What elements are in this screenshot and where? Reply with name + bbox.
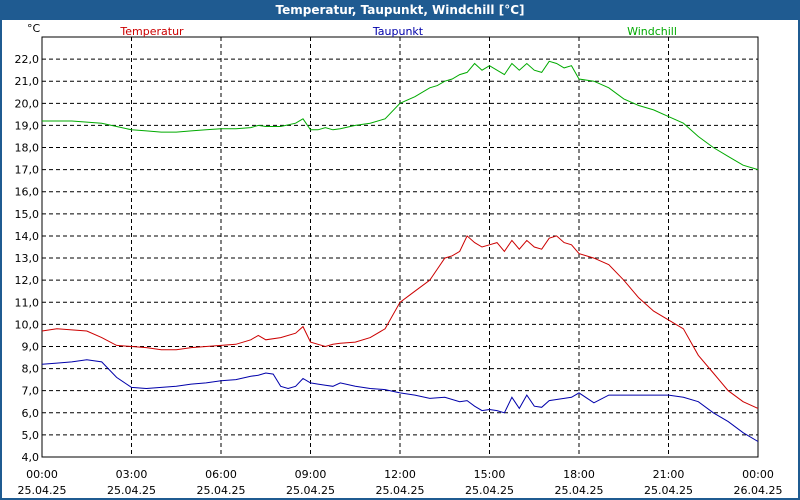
x-tick-date-label: 25.04.25 [555, 484, 604, 497]
y-tick-label: 5,0 [22, 429, 40, 442]
y-tick-label: 4,0 [22, 451, 40, 464]
x-tick-date-label: 25.04.25 [644, 484, 693, 497]
y-tick-label: 11,0 [15, 296, 40, 309]
y-tick-label: 20,0 [15, 97, 40, 110]
x-tick-time-label: 00:00 [742, 468, 774, 481]
series-line-windchill [42, 60, 759, 171]
y-tick-label: 17,0 [15, 164, 40, 177]
y-tick-label: 15,0 [15, 208, 40, 221]
y-tick-label: 9,0 [22, 340, 40, 353]
x-tick-time-label: 15:00 [474, 468, 506, 481]
y-axis-unit: °C [27, 22, 41, 35]
plot-frame [41, 36, 759, 458]
legend-temperatur: Temperatur [119, 25, 184, 38]
y-tick-label: 19,0 [15, 119, 40, 132]
chart-panel: 4,0 5,0 6,0 7,0 8,0 9,0 10,0 11,0 12,0 13,0 14,0 15… [2, 20, 798, 498]
series-line-temperatur [41, 235, 759, 409]
x-tick-date-label: 25.04.25 [376, 484, 425, 497]
x-tick-time-label: 18:00 [563, 468, 595, 481]
x-tick-time-label: 00:00 [26, 468, 58, 481]
x-tick-time-label: 03:00 [116, 468, 148, 481]
x-tick-date-label: 25.04.25 [465, 484, 514, 497]
y-tick-label: 12,0 [15, 274, 40, 287]
y-tick-label: 16,0 [15, 186, 40, 199]
y-tick-label: 6,0 [22, 407, 40, 420]
y-tick-label: 18,0 [15, 142, 40, 155]
x-tick-time-label: 09:00 [295, 468, 327, 481]
legend-taupunkt: Taupunkt [372, 25, 424, 38]
x-tick-time-label: 21:00 [653, 468, 685, 481]
legend-windchill: Windchill [627, 25, 677, 38]
x-tick-date-label: 25.04.25 [107, 484, 156, 497]
x-tick-date-label: 26.04.25 [734, 484, 783, 497]
x-tick-time-label: 12:00 [384, 468, 416, 481]
x-tick-date-label: 25.04.25 [197, 484, 246, 497]
x-tick-date-label: 25.04.25 [286, 484, 335, 497]
y-tick-label: 13,0 [15, 252, 40, 265]
line-chart: 4,0 5,0 6,0 7,0 8,0 9,0 10,0 11,0 12,0 13,0 14,0 15… [15, 22, 783, 497]
y-tick-label: 8,0 [22, 363, 40, 376]
series-line-taupunkt [41, 359, 759, 442]
y-tick-label: 22,0 [15, 53, 40, 66]
window-title: Temperatur, Taupunkt, Windchill [°C] [275, 3, 525, 17]
y-tick-label: 7,0 [22, 385, 40, 398]
x-tick-date-label: 25.04.25 [18, 484, 67, 497]
y-tick-label: 21,0 [15, 75, 40, 88]
x-tick-time-label: 06:00 [205, 468, 237, 481]
y-tick-label: 10,0 [15, 318, 40, 331]
y-tick-label: 14,0 [15, 230, 40, 243]
